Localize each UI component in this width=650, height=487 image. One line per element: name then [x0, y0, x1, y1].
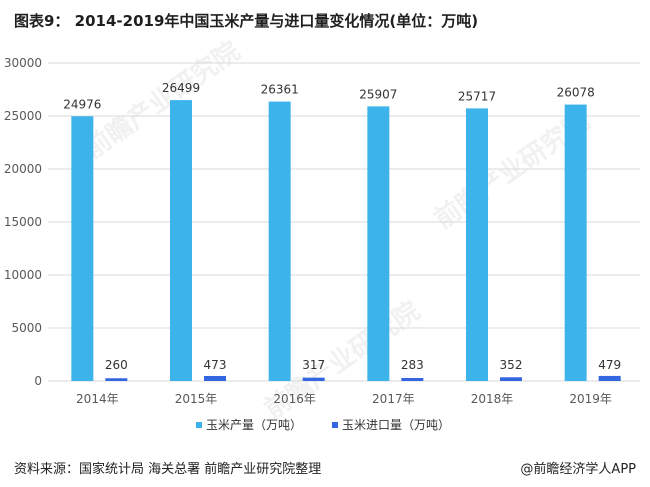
x-tick-label: 2019年 — [569, 392, 612, 406]
data-label-production: 26499 — [162, 81, 200, 95]
y-tick-label: 0 — [34, 374, 42, 388]
bar-imports — [105, 378, 128, 381]
y-tick-label: 10000 — [4, 268, 42, 282]
x-tick-label: 2014年 — [76, 392, 119, 406]
bar-production — [71, 116, 94, 382]
source-note: 资料来源：国家统计局 海关总署 前瞻产业研究院整理 — [14, 462, 322, 477]
bar-production — [564, 104, 587, 382]
x-tick-label: 2016年 — [273, 392, 316, 406]
bar-production — [268, 101, 291, 382]
data-label-imports: 352 — [500, 358, 523, 372]
bar-production — [367, 106, 390, 381]
data-label-production: 26078 — [557, 86, 595, 100]
bar-imports — [500, 377, 522, 381]
bar-imports — [204, 375, 226, 381]
legend-swatch — [332, 422, 338, 428]
data-label-imports: 283 — [401, 358, 424, 372]
bar-production — [170, 100, 192, 382]
y-tick-label: 25000 — [4, 109, 42, 123]
x-tick-label: 2018年 — [471, 392, 514, 406]
data-label-imports: 473 — [204, 358, 227, 372]
y-tick-label: 5000 — [11, 321, 42, 335]
x-tick-label: 2017年 — [372, 392, 415, 406]
data-label-production: 26361 — [261, 83, 299, 97]
bar-imports — [598, 375, 621, 381]
data-label-imports: 479 — [598, 358, 621, 372]
legend-label: 玉米进口量（万吨） — [342, 418, 450, 432]
x-tick-label: 2015年 — [175, 392, 218, 406]
bar-production — [466, 108, 488, 381]
brand-label: @前瞻经济学人APP — [520, 462, 636, 477]
data-label-production: 24976 — [63, 97, 101, 111]
legend-label: 玉米产量（万吨） — [206, 418, 302, 432]
legend-swatch — [196, 422, 202, 428]
y-tick-label: 30000 — [4, 56, 42, 70]
data-label-production: 25717 — [458, 89, 496, 103]
y-tick-label: 20000 — [4, 162, 42, 176]
y-tick-label: 15000 — [4, 215, 42, 229]
data-label-production: 25907 — [359, 87, 397, 101]
chart-title: 图表9： 2014-2019年中国玉米产量与进口量变化情况(单位：万吨) — [14, 12, 479, 30]
data-label-imports: 260 — [105, 358, 128, 372]
data-label-imports: 317 — [302, 358, 325, 372]
bar-imports — [302, 377, 325, 381]
bar-imports — [401, 378, 424, 381]
